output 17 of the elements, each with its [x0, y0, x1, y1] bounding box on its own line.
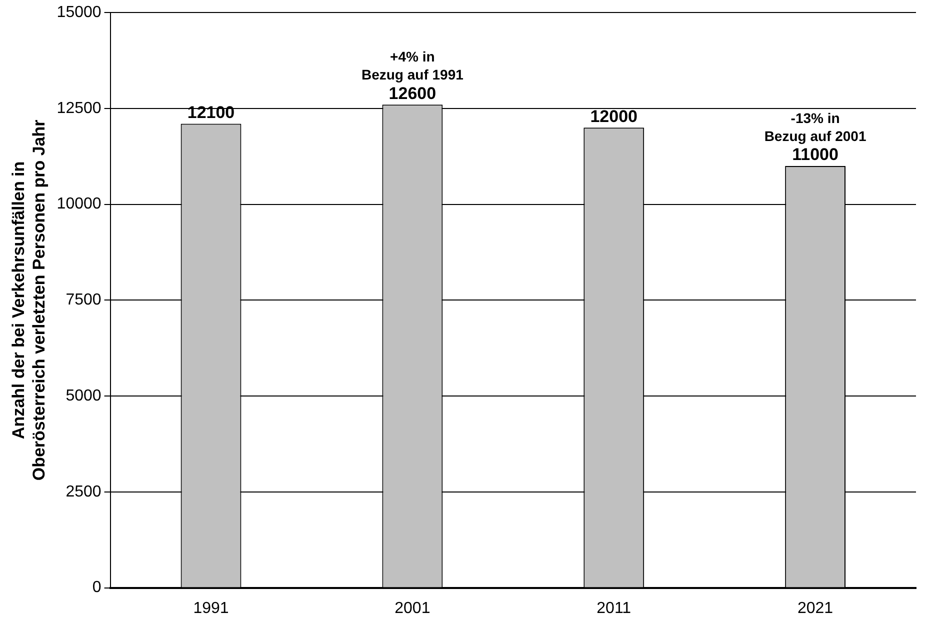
- y-tick-label: 2500: [66, 483, 102, 500]
- y-tick-label: 5000: [66, 387, 102, 404]
- y-tick-label: 7500: [66, 292, 102, 309]
- y-tick-label: 15000: [56, 4, 102, 22]
- y-tick-label: 12500: [56, 100, 102, 117]
- y-axis-title: Anzahl der bei Verkehrsunfällen in Oberösterreich verletzten Personen pro Jahr: [8, 119, 48, 481]
- x-tick-label: 2011: [596, 600, 632, 617]
- annotation: +4% in Bezug auf 1991: [361, 48, 464, 82]
- y-tick-label: 10000: [56, 196, 102, 213]
- data-label: 11000: [792, 145, 838, 164]
- y-tick-label: 0: [92, 579, 102, 596]
- data-label: 12600: [388, 84, 436, 103]
- x-tick-label: 2001: [394, 600, 430, 617]
- data-label: 12000: [590, 106, 638, 126]
- x-tick-label: 1991: [193, 600, 229, 617]
- x-tick-label: 2021: [797, 600, 834, 617]
- annotation: -13% in Bezug auf 2001: [764, 110, 866, 144]
